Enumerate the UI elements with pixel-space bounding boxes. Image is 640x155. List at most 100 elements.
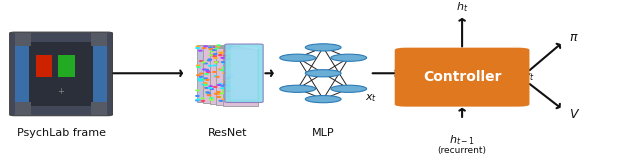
Circle shape: [221, 85, 224, 86]
Circle shape: [221, 93, 224, 94]
Circle shape: [228, 77, 231, 78]
Circle shape: [201, 98, 204, 99]
Circle shape: [204, 78, 207, 79]
Circle shape: [206, 92, 209, 93]
Circle shape: [209, 59, 212, 60]
Circle shape: [196, 46, 200, 47]
Circle shape: [224, 55, 227, 56]
Circle shape: [199, 80, 202, 81]
Circle shape: [200, 73, 203, 74]
Circle shape: [213, 65, 216, 66]
Circle shape: [224, 84, 227, 85]
Circle shape: [209, 65, 212, 66]
Text: ResNet: ResNet: [207, 128, 247, 138]
Circle shape: [220, 100, 223, 101]
Circle shape: [223, 90, 226, 91]
Circle shape: [198, 79, 201, 80]
Bar: [15, 102, 31, 115]
Circle shape: [227, 82, 230, 83]
Text: V: V: [569, 108, 577, 121]
Ellipse shape: [305, 44, 341, 51]
Circle shape: [212, 50, 216, 51]
Circle shape: [210, 51, 213, 52]
Circle shape: [209, 86, 212, 87]
Circle shape: [202, 84, 205, 85]
Circle shape: [207, 72, 210, 73]
Circle shape: [215, 48, 218, 49]
Circle shape: [208, 60, 211, 61]
FancyBboxPatch shape: [210, 47, 245, 104]
Circle shape: [228, 101, 232, 102]
Circle shape: [196, 65, 200, 66]
FancyBboxPatch shape: [230, 47, 257, 99]
Circle shape: [204, 83, 207, 84]
Text: Controller: Controller: [423, 70, 501, 84]
Circle shape: [213, 56, 216, 57]
Text: +: +: [58, 87, 65, 96]
Circle shape: [204, 46, 207, 47]
Circle shape: [230, 91, 234, 92]
Text: $h_{t-1}$: $h_{t-1}$: [449, 133, 475, 147]
Bar: [93, 41, 108, 107]
Circle shape: [229, 75, 232, 76]
Circle shape: [221, 88, 224, 89]
Ellipse shape: [280, 54, 316, 61]
Text: $y_t$: $y_t$: [523, 71, 535, 83]
Circle shape: [223, 63, 227, 64]
FancyBboxPatch shape: [10, 32, 113, 116]
Circle shape: [216, 76, 219, 77]
Ellipse shape: [331, 85, 367, 92]
Ellipse shape: [305, 70, 341, 77]
Circle shape: [217, 93, 220, 94]
FancyBboxPatch shape: [225, 44, 263, 102]
Bar: [15, 41, 29, 107]
Circle shape: [207, 93, 211, 94]
Circle shape: [209, 47, 212, 48]
Circle shape: [219, 69, 222, 70]
Text: $h_t$: $h_t$: [456, 0, 468, 14]
Bar: [15, 33, 31, 46]
Circle shape: [230, 57, 233, 58]
Circle shape: [217, 45, 220, 46]
Bar: [36, 55, 52, 77]
Text: PsychLab frame: PsychLab frame: [17, 128, 106, 138]
Circle shape: [205, 69, 208, 70]
Bar: [92, 33, 108, 46]
Circle shape: [216, 46, 220, 47]
Circle shape: [209, 55, 212, 56]
FancyBboxPatch shape: [395, 48, 529, 107]
Circle shape: [214, 86, 217, 87]
Bar: [92, 102, 108, 115]
Bar: [58, 55, 75, 77]
Circle shape: [204, 63, 207, 64]
Circle shape: [201, 100, 204, 101]
Ellipse shape: [331, 54, 367, 61]
Circle shape: [230, 88, 233, 89]
Circle shape: [228, 64, 231, 65]
Text: MLP: MLP: [312, 128, 335, 138]
Bar: [29, 42, 93, 106]
Text: $x_t$: $x_t$: [365, 92, 377, 104]
Circle shape: [203, 69, 206, 70]
Circle shape: [223, 90, 227, 91]
FancyBboxPatch shape: [197, 45, 232, 102]
Circle shape: [228, 97, 231, 98]
Circle shape: [223, 99, 226, 100]
Circle shape: [199, 50, 202, 51]
Circle shape: [219, 52, 222, 53]
Circle shape: [229, 87, 232, 88]
Circle shape: [207, 95, 211, 96]
Circle shape: [225, 83, 228, 84]
Text: π: π: [569, 31, 577, 44]
Circle shape: [196, 100, 199, 101]
Ellipse shape: [305, 95, 341, 103]
Circle shape: [196, 99, 200, 100]
FancyBboxPatch shape: [204, 46, 239, 103]
Circle shape: [225, 78, 228, 79]
Circle shape: [223, 67, 226, 68]
Circle shape: [228, 47, 232, 48]
Circle shape: [220, 70, 223, 71]
Ellipse shape: [280, 85, 316, 92]
Circle shape: [196, 90, 199, 91]
Circle shape: [200, 76, 202, 77]
